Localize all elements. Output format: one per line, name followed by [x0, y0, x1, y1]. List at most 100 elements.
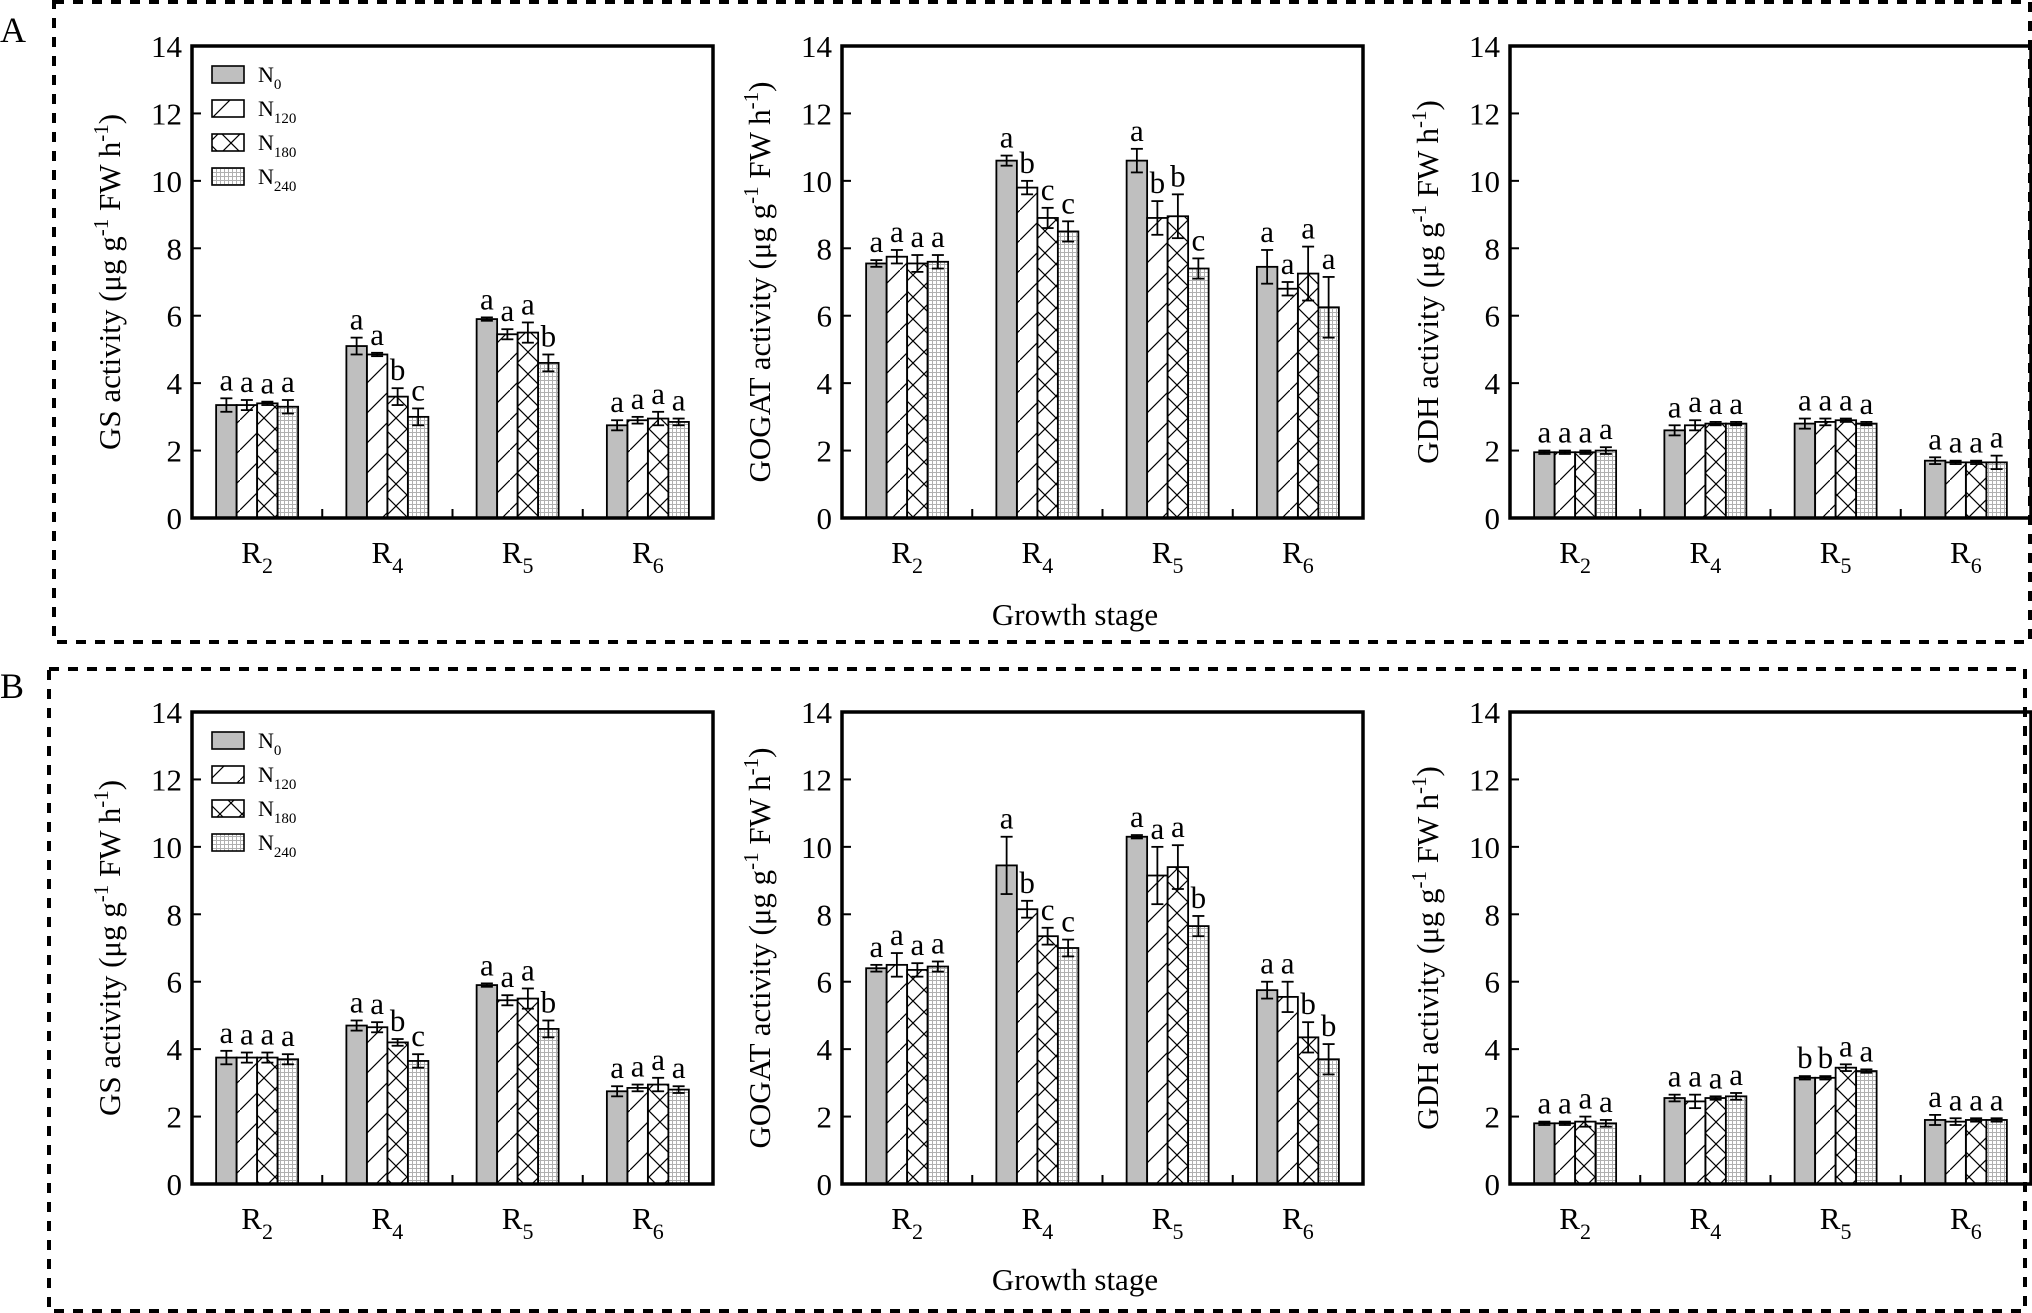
bar-n180-r4	[386, 395, 409, 519]
y-tick-label: 0	[1485, 501, 1501, 536]
significance-letter: a	[1150, 811, 1164, 846]
significance-letter: a	[1709, 386, 1723, 421]
significance-letter: a	[672, 1050, 686, 1085]
y-tick-label: 8	[1485, 897, 1501, 932]
significance-letter: a	[1990, 420, 2004, 455]
bar-n120-r5	[496, 333, 519, 519]
y-tick-label: 6	[817, 299, 833, 334]
bar-n180-r2	[1574, 451, 1597, 519]
bar-n120-r2	[235, 404, 259, 519]
y-tick-label: 12	[151, 96, 182, 131]
significance-letter: a	[890, 917, 904, 952]
bar-n180-r6	[1964, 1119, 1988, 1185]
significance-letter: a	[1130, 113, 1144, 148]
bar-n180-r5	[516, 997, 540, 1185]
significance-letter: b	[1150, 165, 1166, 200]
significance-letter: a	[910, 927, 924, 962]
bar-n240-r6	[1317, 306, 1340, 519]
significance-letter: a	[500, 293, 514, 328]
bar-n240-r6	[1985, 461, 2008, 519]
y-tick-label: 14	[1469, 695, 1501, 730]
bar-n0-r2	[865, 262, 888, 519]
chart-a-1: 0 2 4 6 8 10 12 14 GS activity (μg g-1 FW h-1) R2…	[89, 29, 715, 578]
significance-letter: a	[1281, 246, 1295, 281]
bar-n0-r6	[605, 424, 629, 519]
bar-n0-r5	[475, 318, 499, 519]
y-tick-label: 8	[817, 231, 833, 266]
significance-letter: a	[1000, 801, 1014, 836]
significance-letter: a	[931, 219, 945, 254]
bar-n120-r6	[1944, 1120, 1967, 1185]
significance-letter: c	[1061, 904, 1075, 939]
bar-n0-r4	[995, 864, 1018, 1185]
y-tick-label: 2	[167, 434, 183, 469]
significance-letter: a	[1599, 1084, 1613, 1119]
bar-n0-r4	[345, 345, 368, 519]
significance-letter: a	[1130, 799, 1144, 834]
bar-n0-r4	[995, 159, 1018, 519]
significance-letter: a	[610, 384, 624, 419]
bar-n0-r2	[1533, 451, 1556, 519]
legend-swatch	[211, 133, 245, 152]
y-tick-label: 14	[151, 695, 183, 730]
y-tick-label: 10	[801, 164, 832, 199]
chart-a-2: 0 2 4 6 8 10 12 14 GOGAT activity (μg g-1 FW h-1…	[739, 29, 1365, 578]
plot-frame	[1508, 710, 2032, 1186]
bar-n180-r6	[1296, 1036, 1320, 1185]
x-tick-label: R5	[1820, 1201, 1852, 1244]
y-tick-label: 12	[801, 96, 832, 131]
x-tick-label: R2	[241, 1201, 273, 1244]
x-tick-label: R4	[372, 535, 404, 578]
significance-letter: a	[1171, 809, 1185, 844]
significance-letter: a	[1928, 1079, 1942, 1114]
significance-letter: a	[1859, 386, 1873, 421]
significance-letter: b	[1818, 1040, 1834, 1075]
bar-n120-r5	[1814, 421, 1837, 519]
significance-letter: b	[1019, 865, 1035, 900]
bar-n0-r6	[1255, 265, 1279, 519]
x-tick-label: R2	[891, 535, 923, 578]
y-tick-label: 0	[167, 501, 183, 536]
significance-letter: a	[890, 214, 904, 249]
legend-label: N120	[258, 762, 296, 793]
significance-letter: b	[1191, 880, 1207, 915]
y-tick-label: 10	[801, 830, 832, 865]
significance-letter: a	[370, 317, 384, 352]
y-tick-label: 10	[1469, 830, 1500, 865]
bar-n180-r4	[1036, 935, 1059, 1185]
y-tick-label: 14	[1469, 29, 1501, 64]
y-tick-label: 12	[801, 762, 832, 797]
significance-letter: a	[240, 1017, 254, 1052]
y-tick-label: 10	[1469, 164, 1500, 199]
bar-n120-r6	[1276, 287, 1299, 519]
bar-n0-r4	[345, 1024, 368, 1185]
significance-letter: a	[370, 986, 384, 1021]
y-axis-title: GS activity (μg g-1 FW h-1)	[89, 114, 127, 450]
bar-n0-r4	[1663, 429, 1686, 519]
significance-letter: a	[219, 1015, 233, 1050]
significance-letter: a	[1949, 425, 1963, 460]
significance-letter: a	[1969, 1082, 1983, 1117]
y-tick-label: 6	[167, 299, 183, 334]
y-tick-label: 4	[1485, 1032, 1501, 1067]
bar-n240-r2	[926, 965, 950, 1185]
y-tick-label: 4	[167, 1032, 183, 1067]
bar-n180-r5	[1834, 419, 1858, 519]
bar-n240-r5	[537, 362, 560, 519]
x-tick-label: R4	[372, 1201, 404, 1244]
y-tick-label: 2	[1485, 434, 1501, 469]
bar-n0-r6	[605, 1090, 629, 1185]
bar-n240-r5	[1855, 422, 1878, 519]
y-tick-label: 8	[167, 897, 183, 932]
significance-letter: a	[1260, 946, 1274, 981]
significance-letter: a	[1668, 1059, 1682, 1094]
bar-n180-r2	[1574, 1120, 1597, 1185]
significance-letter: a	[1537, 415, 1551, 450]
bar-n120-r5	[1146, 874, 1169, 1185]
bar-n120-r4	[1015, 186, 1039, 519]
bar-n0-r6	[1255, 989, 1279, 1185]
bar-n120-r4	[1015, 908, 1039, 1185]
x-axis-title-a: Growth stage	[992, 597, 1158, 632]
bar-n0-r6	[1923, 459, 1947, 519]
